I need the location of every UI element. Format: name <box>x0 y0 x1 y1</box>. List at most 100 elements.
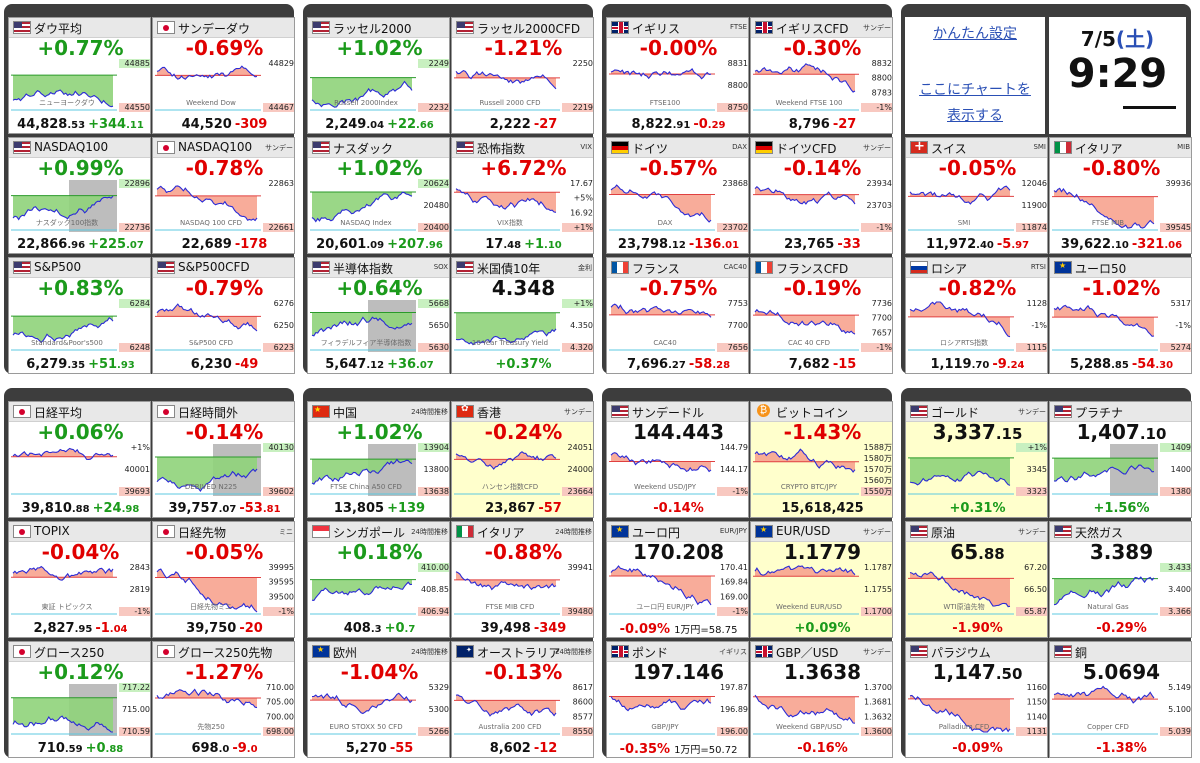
axis-level-label: 1550万 <box>864 487 892 496</box>
market-card[interactable]: グロース250先物 -1.27% 先物250 710.00 705.00 700.00 69… <box>152 641 295 758</box>
market-card[interactable]: ユーロ50-1.02% 5317 -1% 5274 5,288.85-54.30 <box>1049 257 1192 374</box>
market-card[interactable]: イタリア MIB -0.80% FTSE MIB 39936 39545 39,622.10… <box>1049 137 1192 254</box>
market-card[interactable]: プラチナ 1,407.10 1409 1400 1380 +1.56% <box>1049 401 1192 518</box>
last-price: 710 <box>37 741 65 756</box>
last-price-decimal: .27 <box>668 360 686 371</box>
market-card[interactable]: 銅 5.0694 Copper CFD 5.149 5.100 5.039 -1.38% <box>1049 641 1192 758</box>
axis-level-label: 44829 <box>269 59 294 68</box>
change-percent: -1.38% <box>1096 741 1147 756</box>
axis-level-label: 5650 <box>429 321 449 330</box>
jp-flag-icon <box>157 525 175 538</box>
market-card[interactable]: S&P500 +0.83% Standard&Poor's500 6284 6248 6,… <box>8 257 151 374</box>
mini-chart: CRYPTO BTC/JPY 1588万 1580万 1570万 1560万 1550万 <box>753 443 892 496</box>
point-change: +22.66 <box>387 117 434 132</box>
market-name: 欧州 <box>333 646 358 660</box>
last-price: 2,249 <box>325 117 367 132</box>
market-card[interactable]: 中国 24時間推移 +1.02% FTSE China A50 CFD 13904 138… <box>307 401 450 518</box>
axis-label-bg <box>1160 223 1191 232</box>
market-card[interactable]: 日経平均 +0.06% +1% 40001 39693 39,810.88 +24.98 <box>8 401 151 518</box>
last-price-row: 1,119.70 -9.24 <box>906 357 1047 372</box>
add-chart-text-1[interactable]: ここにチャートを <box>919 82 1031 98</box>
chart-watermark: 10-Year Treasury Yield <box>472 339 548 347</box>
market-card[interactable]: フランス CAC40 -0.75% CAC40 7753 7700 7656 7,696.27… <box>606 257 749 374</box>
market-card[interactable]: 香港 サンデー-0.24% ハンセン指数CFD 24051 24000 23664 23,8… <box>451 401 594 518</box>
market-card[interactable]: シンガポール 24時間推移 +0.18% 410.00 408.85 406.94 408.… <box>307 521 450 638</box>
mini-chart: ハンセン指数CFD 24051 24000 23664 <box>454 443 593 496</box>
market-card[interactable]: 欧州 24時間推移 -1.04% EURO STOXX 50 CFD 5329 5300 5… <box>307 641 450 758</box>
market-card[interactable]: ラッセル2000CFD -1.21% Russell 2000 CFD 2250 221… <box>451 17 594 134</box>
market-card[interactable]: 天然ガス 3.389 Natural Gas 3.433 3.400 3.366 -0.29… <box>1049 521 1192 638</box>
market-card[interactable]: パラジウム 1,147.50 Palladium CFD 1160 1150 1140 11… <box>905 641 1048 758</box>
axis-level-label: 44467 <box>269 103 294 112</box>
market-card[interactable]: ポンド イギリス 197.146 GBP/JPY 197.87 196.89 196.00 -… <box>606 641 749 758</box>
chart-fill-area <box>13 316 113 343</box>
axis-label-bg <box>1016 443 1047 452</box>
market-card[interactable]: ドイツ DAX -0.57% DAX 23868 23702 23,798.12 -136.0… <box>606 137 749 254</box>
point-change: -9.0 <box>232 741 257 756</box>
market-name: ゴールド <box>931 406 980 420</box>
add-chart-text-2[interactable]: 表示する <box>947 108 1003 124</box>
market-card[interactable]: イタリア 24時間推移 -0.88% FTSE MIB CFD 39941 39480 39… <box>451 521 594 638</box>
card-header: ナスダック <box>308 138 449 158</box>
market-name: オーストラリア <box>477 646 561 660</box>
last-price-decimal: .95 <box>74 624 93 635</box>
chart-fill-area <box>755 63 855 92</box>
market-card[interactable]: 半導体指数 SOX +0.64% フィラデルフィア半導体指数 5668 5650 5630 5… <box>307 257 450 374</box>
card-header: スイス SMI <box>906 138 1047 158</box>
market-card[interactable]: ラッセル2000 +1.02% Russell 2000Index 2249 2232 2… <box>307 17 450 134</box>
market-card[interactable]: グロース250 +0.12% 717.22 715.00 710.59 710.59 +0.… <box>8 641 151 758</box>
axis-level-label: 5317 <box>1171 299 1191 308</box>
market-card[interactable]: 日経時間外 -0.14% DERIVED N225 40130 39602 39,757.… <box>152 401 295 518</box>
last-price-row: 5,288.85 -54.30 <box>1050 357 1191 372</box>
market-card[interactable]: フランスCFD -0.19% CAC 40 CFD 7736 7700 7657 -1% 7,… <box>750 257 893 374</box>
point-change: +0.7 <box>385 621 416 636</box>
market-card[interactable]: ビットコイン-1.43% CRYPTO BTC/JPY 1588万 1580万 1570… <box>750 401 893 518</box>
market-card[interactable]: 原油 サンデー 65.88 WTI原油先物 67.20 66.50 65.87 -1.90% <box>905 521 1048 638</box>
market-name: フランスCFD <box>776 262 849 276</box>
market-card[interactable]: サンデードル 144.443 Weekend USD/JPY 144.79 144.17… <box>606 401 749 518</box>
point-change: +1.10 <box>524 237 562 252</box>
card-header: グロース250 <box>9 642 150 662</box>
price-value: 144.443 <box>607 421 748 443</box>
price-int: 3,337 <box>932 420 996 444</box>
market-card[interactable]: ダウ平均 +0.77% ニューヨークダウ 44885 44550 44,828.53 +34… <box>8 17 151 134</box>
market-name: サンデーダウ <box>178 22 251 36</box>
price-int: 1.3638 <box>783 660 862 684</box>
jp-flag-icon <box>157 141 175 154</box>
market-card[interactable]: スイス SMI -0.05% SMI 12046 11900 11874 11,972.40-… <box>905 137 1048 254</box>
market-card[interactable]: 米国債10年 金利 4.348 10-Year Treasury Yield +1% 4.… <box>451 257 594 374</box>
market-card[interactable]: ナスダック +1.02% NASDAQ Index 20624 20480 20400 20… <box>307 137 450 254</box>
market-card[interactable]: 恐怖指数 VIX +6.72% VIX指数 17.67 +5% 16.92 +1% 17.48 +… <box>451 137 594 254</box>
market-card[interactable]: サンデーダウ -0.69% Weekend Dow 44829 44467 44,520-… <box>152 17 295 134</box>
market-card[interactable]: イギリス FTSE -0.00% FTSE100 8831 8800 8750 8,822.9… <box>606 17 749 134</box>
card-header: ユーロ円 EUR/JPY <box>607 522 748 542</box>
market-card[interactable]: TOPIX -0.04% 東証 トピックス 2843 2819 -1% 2,827.95 -1… <box>8 521 151 638</box>
market-card[interactable]: ゴールド サンデー 3,337.15 +1% 3345 3323 +0.31% <box>905 401 1048 518</box>
change-percent: +0.09% <box>794 621 851 636</box>
last-price-row: 8,796 -27 <box>751 117 892 132</box>
chart-fill-area <box>456 70 556 89</box>
add-chart-link[interactable]: ここにチャートを 表示する <box>905 77 1045 129</box>
market-card[interactable]: イギリスCFD サンデー -0.30% Weekend FTSE 100 8832 880… <box>750 17 893 134</box>
axis-level-label: 4.350 <box>570 321 593 330</box>
card-header: 中国 24時間推移 <box>308 402 449 422</box>
market-card[interactable]: NASDAQ100 +0.99% ナスダック100指数 22896 22736 22,86… <box>8 137 151 254</box>
easy-settings-link[interactable]: かんたん設定 <box>933 26 1017 42</box>
market-card[interactable]: S&P500CFD -0.79% S&P500 CFD 6276 6250 6223 6,2… <box>152 257 295 374</box>
axis-level-label: -1% <box>876 343 892 352</box>
price-value: 1.3638 <box>751 660 892 684</box>
market-name: 天然ガス <box>1075 526 1124 540</box>
chart-watermark: NASDAQ Index <box>340 219 391 227</box>
chart-fill-area <box>157 185 257 221</box>
market-card[interactable]: GBP／USD サンデー 1.3638 Weekend GBP/USD 1.3700 1.… <box>750 641 893 758</box>
market-card[interactable]: ドイツCFD サンデー -0.14% 23934 23703 -1% 23,765 -33 <box>750 137 893 254</box>
market-card[interactable]: ロシア RTSI -0.82% ロシアRTS指数 1128 -1% 1115 1,119.70… <box>905 257 1048 374</box>
chart-fill-area <box>755 186 855 205</box>
last-price: 23,867 <box>485 501 536 516</box>
market-card[interactable]: 日経先物 ミニ -0.05% 日経先物ミニ 39995 39595 39500 -1% 39,7… <box>152 521 295 638</box>
market-card[interactable]: NASDAQ100 サンデー -0.78% NASDAQ 100 CFD 22863 22… <box>152 137 295 254</box>
fr-flag-icon <box>611 261 629 274</box>
